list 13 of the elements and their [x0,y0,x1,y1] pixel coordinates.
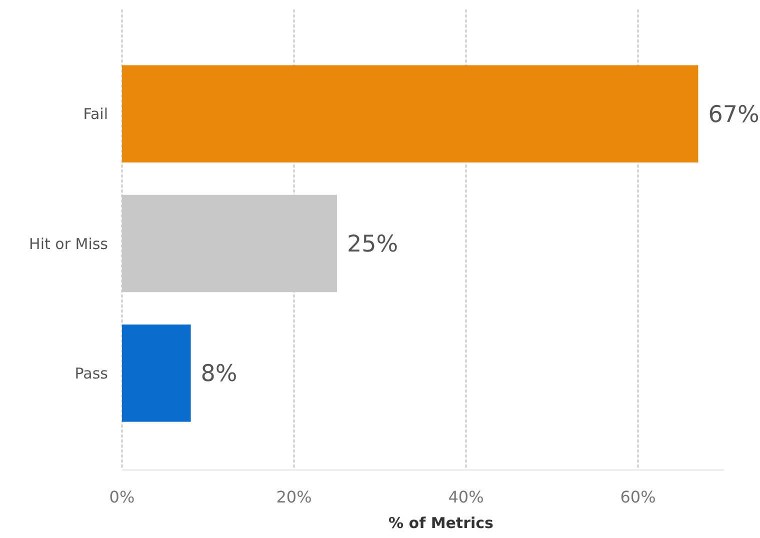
y-tick-label: Fail [83,105,108,124]
x-tick-label: 40% [448,488,484,507]
data-label: 25% [347,232,398,258]
y-tick-label: Hit or Miss [29,234,108,253]
x-axis-title: % of Metrics [388,514,494,532]
x-tick-label: 0% [109,488,135,507]
y-tick-label: Pass [74,364,108,382]
bar [122,324,191,422]
x-tick-label: 60% [620,488,656,507]
x-tick-label: 20% [276,488,312,507]
data-label: 67% [708,102,760,128]
data-label: 8% [200,361,238,388]
bar [122,65,698,162]
